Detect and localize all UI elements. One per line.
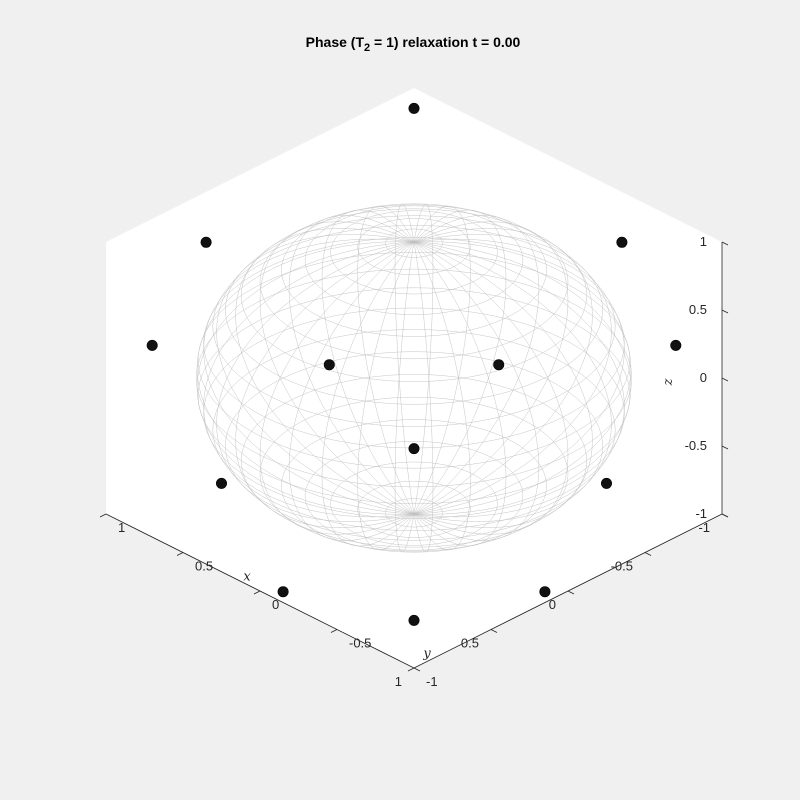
z-tick-label: 0.5 — [689, 302, 707, 317]
chart-title: Phase (T2 = 1) relaxation t = 0.00 — [306, 34, 521, 54]
y-tick-label: 0 — [549, 597, 556, 612]
z-tick-mark — [721, 445, 729, 450]
sphere-longitude-line — [413, 241, 632, 515]
x-tick-mark — [407, 667, 415, 672]
sphere-longitude-line — [413, 238, 625, 515]
z-tick-label: 0 — [700, 370, 707, 385]
sphere-longitude-line — [216, 241, 415, 522]
data-point — [408, 102, 420, 114]
sphere-longitude-line — [413, 241, 569, 535]
title-text: Phase (T — [306, 34, 365, 50]
y-tick-mark — [644, 552, 652, 556]
sphere-longitude-line — [413, 241, 434, 553]
z-tick-mark — [721, 513, 729, 518]
sphere-longitude-line — [413, 241, 540, 541]
sphere-longitude-line — [203, 238, 415, 515]
sphere-longitude-line — [413, 241, 471, 551]
x-tick-mark — [253, 590, 261, 595]
y-tick-label: 0.5 — [461, 636, 479, 651]
sphere-longitude-line — [235, 241, 415, 528]
sphere-longitude-line — [357, 205, 415, 515]
axis-ticks — [99, 241, 729, 672]
y-tick-mark — [490, 629, 498, 633]
x-tick-mark — [176, 552, 184, 556]
data-point — [408, 443, 420, 455]
sphere-longitude-line — [413, 241, 632, 515]
sphere-longitude-line — [394, 241, 415, 553]
x-tick-mark — [99, 513, 107, 518]
sphere-longitude-line — [413, 228, 593, 515]
sphere-longitude-line — [413, 215, 540, 515]
sphere-longitude-line — [413, 234, 612, 515]
axes-background — [106, 88, 722, 668]
sphere-longitude-line — [413, 205, 471, 515]
sphere-longitude-line — [235, 228, 415, 515]
data-point — [216, 477, 228, 489]
data-point — [146, 339, 158, 351]
z-tick-label: -1 — [695, 506, 707, 521]
z-tick-mark — [721, 309, 729, 314]
sphere-longitude-line — [357, 241, 415, 551]
data-point — [200, 236, 212, 248]
data-points — [146, 102, 682, 626]
sphere-longitude-line — [413, 221, 569, 515]
sphere-longitude-line — [413, 241, 625, 518]
data-point — [616, 236, 628, 248]
sphere-longitude-line — [196, 241, 415, 515]
y-tick-label: 1 — [395, 674, 402, 689]
title-text-rest: = 1) relaxation t = 0.00 — [370, 34, 520, 50]
sphere-longitude-line — [216, 234, 415, 515]
z-tick-mark — [721, 241, 729, 246]
y-tick-mark — [413, 667, 421, 672]
z-tick-mark — [721, 377, 729, 382]
sphere-longitude-line — [259, 221, 415, 515]
data-point — [323, 359, 335, 371]
y-axis-label: y — [422, 647, 431, 662]
sphere-longitude-line — [413, 203, 434, 515]
z-axis-label: z — [661, 378, 676, 386]
x-axis-label: x — [243, 570, 251, 585]
sphere-longitude-line — [203, 241, 415, 518]
y-tick-label: -0.5 — [611, 559, 633, 574]
x-tick-label: 1 — [118, 520, 125, 535]
x-tick-mark — [330, 629, 338, 633]
sphere-longitude-line — [394, 203, 415, 515]
data-point — [539, 586, 551, 598]
x-tick-label: -0.5 — [349, 636, 371, 651]
title-subscript: 2 — [364, 42, 370, 54]
sphere-longitude-line — [196, 241, 415, 515]
sphere-longitude-line — [259, 241, 415, 535]
z-tick-label: 1 — [700, 234, 707, 249]
sphere-longitude-line — [413, 209, 507, 515]
sphere-longitude-line — [288, 241, 415, 541]
data-point — [600, 477, 612, 489]
y-tick-mark — [567, 590, 575, 595]
sphere-longitude-line — [413, 241, 593, 528]
x-tick-label: 0 — [272, 597, 279, 612]
sphere-longitude-line — [288, 215, 415, 515]
sphere-longitude-line — [413, 241, 612, 522]
y-tick-label: -1 — [698, 520, 710, 535]
data-point — [493, 359, 505, 371]
z-tick-label: -0.5 — [685, 438, 707, 453]
data-point — [670, 339, 682, 351]
x-tick-label: -1 — [426, 674, 438, 689]
data-point — [277, 586, 289, 598]
sphere-wireframe — [195, 203, 633, 553]
x-tick-label: 0.5 — [195, 559, 213, 574]
data-point — [408, 614, 420, 626]
